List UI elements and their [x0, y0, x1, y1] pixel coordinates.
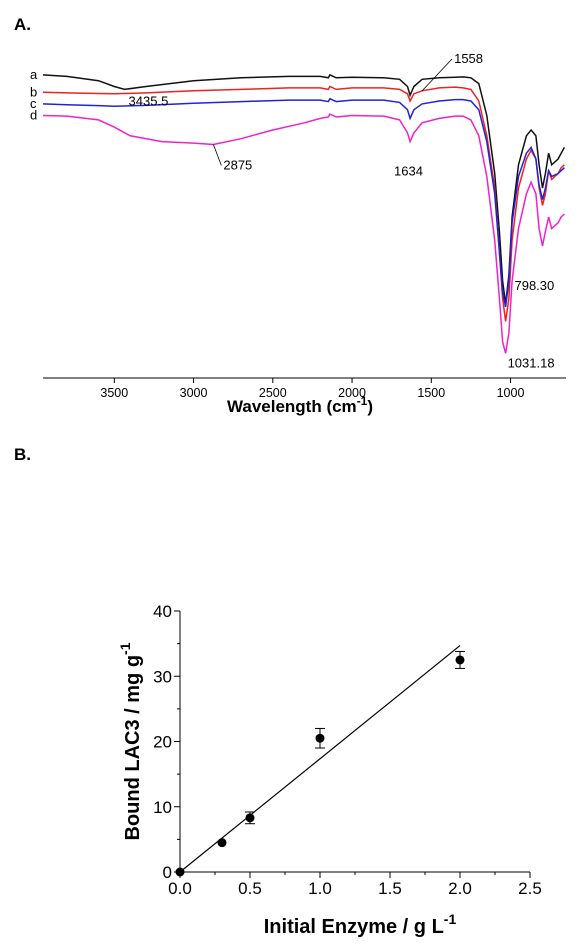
annotation-leader-1558 — [421, 58, 453, 92]
binding-scatter-chart: 0 10 20 30 40 0.0 0.5 1.0 1.5 2.0 2.5 Initial Enz… — [117, 602, 542, 938]
series-label-c: c — [30, 96, 37, 111]
annotations-group: 3435.5 1558 2875 1634 798.30 1031.18 — [129, 51, 555, 370]
annotation-2875: 2875 — [223, 158, 252, 173]
y-tick-label-10: 10 — [153, 798, 172, 817]
spectrum-line-c — [42, 97, 565, 308]
spectra-series-group — [42, 73, 566, 354]
data-point-4 — [455, 655, 465, 665]
x-ticks-group-b: 0.0 0.5 1.0 1.5 2.0 2.5 — [168, 872, 542, 898]
x-tick-label-b-2.0: 2.0 — [448, 879, 472, 898]
annotation-1634: 1634 — [394, 164, 423, 179]
x-tick-label-3500: 3500 — [100, 386, 128, 400]
x-axis-title-b: Initial Enzyme / g L-1 — [264, 911, 457, 938]
data-point-1 — [217, 838, 227, 848]
data-point-0 — [175, 867, 185, 877]
x-tick-label-1000: 1000 — [497, 386, 525, 400]
x-axis-title: Wavelength (cm-1) — [227, 394, 373, 416]
data-point-3 — [315, 733, 325, 743]
series-label-d: d — [30, 108, 37, 123]
x-tick-label-b-1.5: 1.5 — [378, 879, 402, 898]
annotation-1031.18: 1031.18 — [508, 355, 555, 370]
annotation-leader-2875 — [212, 144, 222, 166]
annotation-3435.5: 3435.5 — [129, 93, 169, 108]
y-tick-label-40: 40 — [153, 602, 172, 621]
y-axis-title: Bound LAC3 / mg g-1 — [117, 642, 144, 840]
x-tick-label-3000: 3000 — [180, 386, 208, 400]
series-label-a: a — [30, 67, 38, 82]
data-point-2 — [245, 813, 255, 823]
annotation-1558: 1558 — [454, 51, 483, 66]
x-tick-label-1500: 1500 — [417, 386, 445, 400]
spectrum-line-a — [42, 73, 566, 305]
y-tick-label-30: 30 — [153, 667, 172, 686]
fit-line-group — [179, 645, 461, 873]
y-ticks-group: 0 10 20 30 40 — [153, 602, 180, 882]
spectrum-line-d — [42, 113, 565, 354]
x-tick-label-b-0.5: 0.5 — [238, 879, 262, 898]
fit-line — [179, 645, 461, 873]
series-label-b: b — [30, 84, 37, 99]
x-tick-label-b-2.5: 2.5 — [518, 879, 542, 898]
y-tick-label-0: 0 — [163, 863, 172, 882]
y-tick-label-20: 20 — [153, 733, 172, 752]
x-ticks-group: 3500 3000 2500 2000 1500 1000 — [100, 378, 524, 400]
x-tick-label-b-0.0: 0.0 — [168, 879, 192, 898]
x-tick-label-2500: 2500 — [259, 386, 287, 400]
panel-label-b: B. — [14, 445, 31, 464]
x-tick-label-2000: 2000 — [338, 386, 366, 400]
x-tick-label-b-1.0: 1.0 — [308, 879, 332, 898]
spectrum-line-b — [42, 85, 565, 322]
points-group — [175, 650, 465, 877]
annotation-798.30: 798.30 — [514, 278, 554, 293]
panel-label-a: A. — [14, 15, 31, 34]
